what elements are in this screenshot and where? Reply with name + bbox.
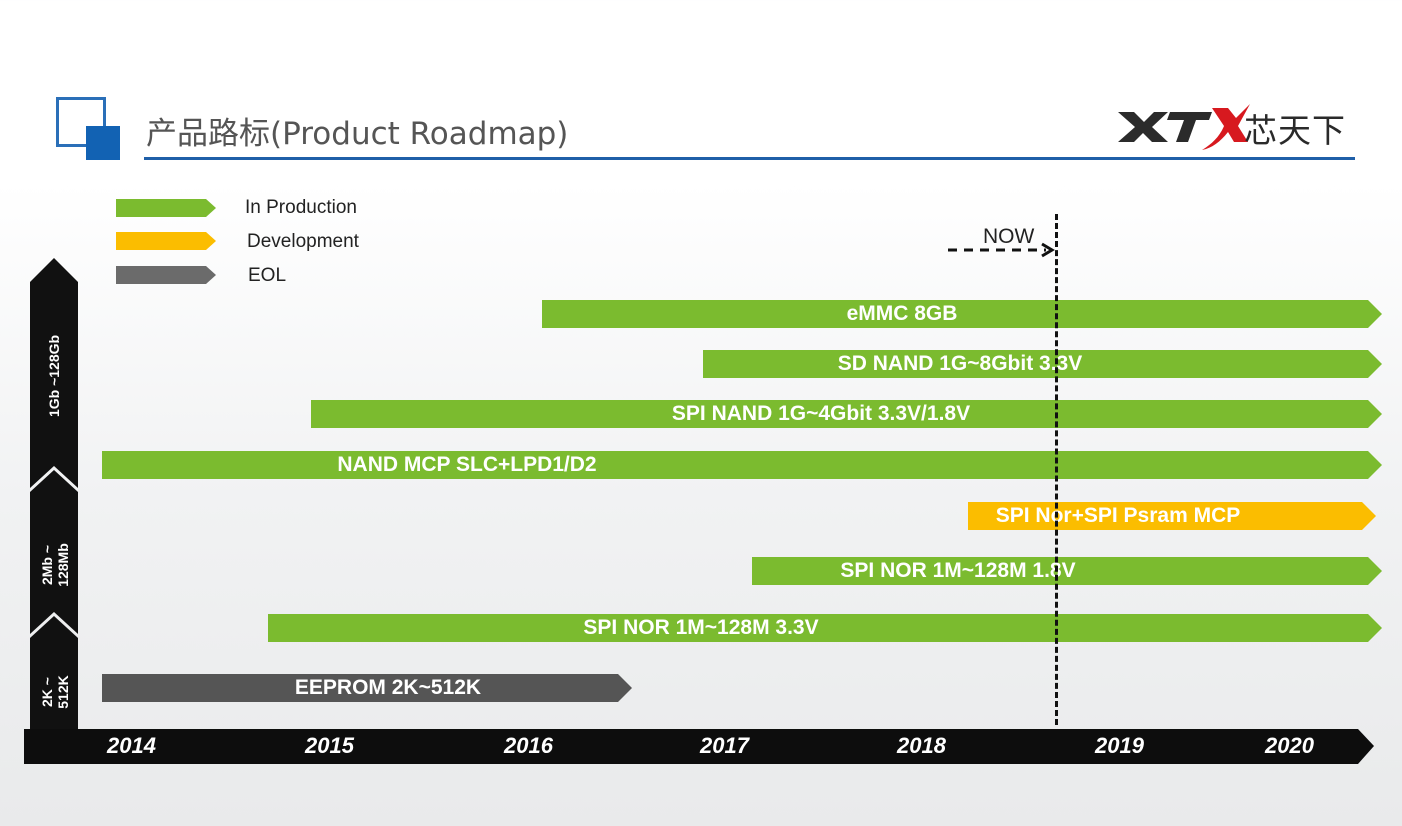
year-2014: 2014	[107, 733, 156, 758]
bar-label-spi-nor-1v8: SPI NOR 1M~128M 1.8V	[840, 559, 1076, 582]
bar-spi-nand	[311, 400, 1382, 428]
category-label-eeprom: 2K ~512K	[39, 675, 71, 709]
timeline-axis	[24, 729, 1374, 764]
bar-nor-psram-mcp	[968, 502, 1376, 530]
logo-chinese-text: 芯天下	[1244, 111, 1346, 150]
legend-swatch-production	[116, 199, 216, 217]
legend-label-development: Development	[247, 231, 359, 252]
year-2020: 2020	[1265, 733, 1314, 758]
legend-label-eol: EOL	[248, 265, 287, 286]
page-title: 产品路标(Product Roadmap)	[146, 116, 569, 152]
title-square-icon	[56, 97, 120, 160]
year-2017: 2017	[700, 733, 749, 758]
bar-eeprom	[102, 674, 632, 702]
title-underline	[144, 157, 1355, 160]
year-2015: 2015	[305, 733, 354, 758]
now-arrow-icon	[948, 242, 1055, 258]
year-2019: 2019	[1095, 733, 1144, 758]
year-2016: 2016	[504, 733, 553, 758]
legend-swatch-eol	[116, 266, 216, 284]
bar-nand-mcp	[102, 451, 1382, 479]
legend-swatch-development	[116, 232, 216, 250]
now-line	[1055, 214, 1058, 725]
now-label: NOW	[983, 225, 1035, 248]
bar-label-nand-mcp: NAND MCP SLC+LPD1/D2	[337, 453, 597, 476]
legend-label-production: In Production	[245, 197, 357, 218]
bar-label-spi-nand: SPI NAND 1G~4Gbit 3.3V/1.8V	[671, 402, 971, 425]
bar-label-eeprom: EEPROM 2K~512K	[294, 676, 482, 699]
category-label-nor: 2Mb ~128Mb	[39, 543, 71, 587]
bar-label-spi-nor-3v3: SPI NOR 1M~128M 3.3V	[583, 616, 819, 639]
bar-spi-nor-1v8	[752, 557, 1382, 585]
bar-label-sd-nand: SD NAND 1G~8Gbit 3.3V	[837, 352, 1083, 375]
bar-spi-nor-3v3	[268, 614, 1382, 642]
year-2018: 2018	[897, 733, 946, 758]
bar-label-emmc: eMMC 8GB	[846, 302, 958, 325]
xtx-logo	[1118, 104, 1250, 150]
bar-sd-nand	[703, 350, 1382, 378]
category-arrows	[30, 258, 78, 742]
bar-emmc	[542, 300, 1382, 328]
category-label-nand: 1Gb ~128Gb	[46, 334, 62, 418]
bar-label-nor-psram-mcp: SPI Nor+SPI Psram MCP	[995, 504, 1241, 527]
